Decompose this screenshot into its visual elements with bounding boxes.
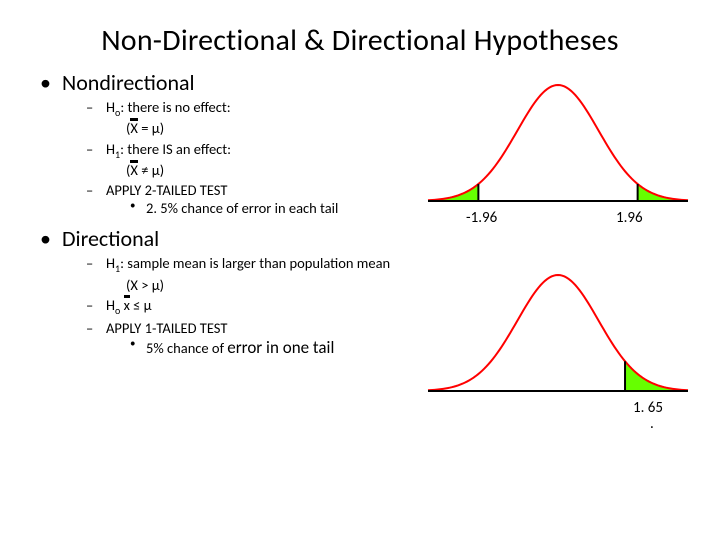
d-apply-text: APPLY 1-TAILED TEST — [106, 319, 227, 337]
one-tailed-dot-label: . — [650, 415, 654, 433]
d-apply-sub: 5% chance of error in one tail — [126, 337, 408, 358]
d-apply: APPLY 1-TAILED TEST 5% chance of error i… — [86, 319, 408, 358]
d-h1-h: H — [106, 254, 115, 272]
nd-h0-l2b: X — [130, 119, 138, 137]
page-title: Non-Directional & Directional Hypotheses — [0, 0, 720, 69]
d-h1: H1: sample mean is larger than populatio… — [86, 254, 408, 294]
d-h1-rest: : sample mean is larger than population … — [120, 254, 390, 272]
nondirectional-heading: Nondirectional — [62, 69, 195, 96]
d-h0: Ho x ≤ μ — [86, 296, 408, 317]
nd-apply-text: APPLY 2-TAILED TEST — [106, 181, 227, 199]
d-apply-sub-a: 5% chance of — [146, 339, 227, 357]
d-h0-sub: o — [115, 304, 120, 317]
nd-h1-l2c: ≠ μ) — [138, 161, 164, 179]
d-h0-h: H — [106, 296, 115, 314]
text-column: Nondirectional Ho: there is no effect: (… — [38, 69, 408, 363]
d-h0-rest: ≤ μ — [130, 296, 152, 314]
content-area: Nondirectional Ho: there is no effect: (… — [0, 69, 720, 363]
nd-h0-h: H — [106, 98, 115, 116]
nd-h1-line2: (X ≠ μ) — [106, 161, 408, 179]
nd-apply: APPLY 2-TAILED TEST 2. 5% chance of erro… — [86, 181, 408, 217]
nd-h1: H1: there IS an effect: (X ≠ μ) — [86, 140, 408, 180]
two-tailed-chart: -1.96 1.96 — [418, 79, 698, 219]
two-tailed-left-label: -1.96 — [466, 209, 497, 227]
nd-h0: Ho: there is no effect: (X = μ) — [86, 98, 408, 138]
nd-h1-rest: : there IS an effect: — [120, 140, 231, 158]
section-directional: Directional H1: sample mean is larger th… — [38, 225, 408, 358]
nd-h0-l2c: = μ) — [138, 119, 164, 137]
directional-heading: Directional — [62, 225, 159, 252]
section-nondirectional: Nondirectional Ho: there is no effect: (… — [38, 69, 408, 217]
one-tailed-chart: 1. 65 . — [418, 269, 698, 409]
nd-h1-l2b: X — [130, 161, 138, 179]
nd-h0-rest: : there is no effect: — [120, 98, 230, 116]
d-h1-line2: (X > μ) — [106, 276, 408, 294]
nd-h0-line2: (X = μ) — [106, 119, 408, 137]
two-tailed-right-label: 1.96 — [616, 209, 643, 227]
d-apply-sub-b: error in one tail — [227, 337, 334, 358]
nd-apply-sub: 2. 5% chance of error in each tail — [126, 199, 408, 217]
d-h0-bar: x — [124, 296, 130, 314]
nd-h1-h: H — [106, 140, 115, 158]
charts-column: -1.96 1.96 1. 65 . — [408, 69, 700, 363]
one-tailed-right-label: 1. 65 — [633, 399, 663, 417]
